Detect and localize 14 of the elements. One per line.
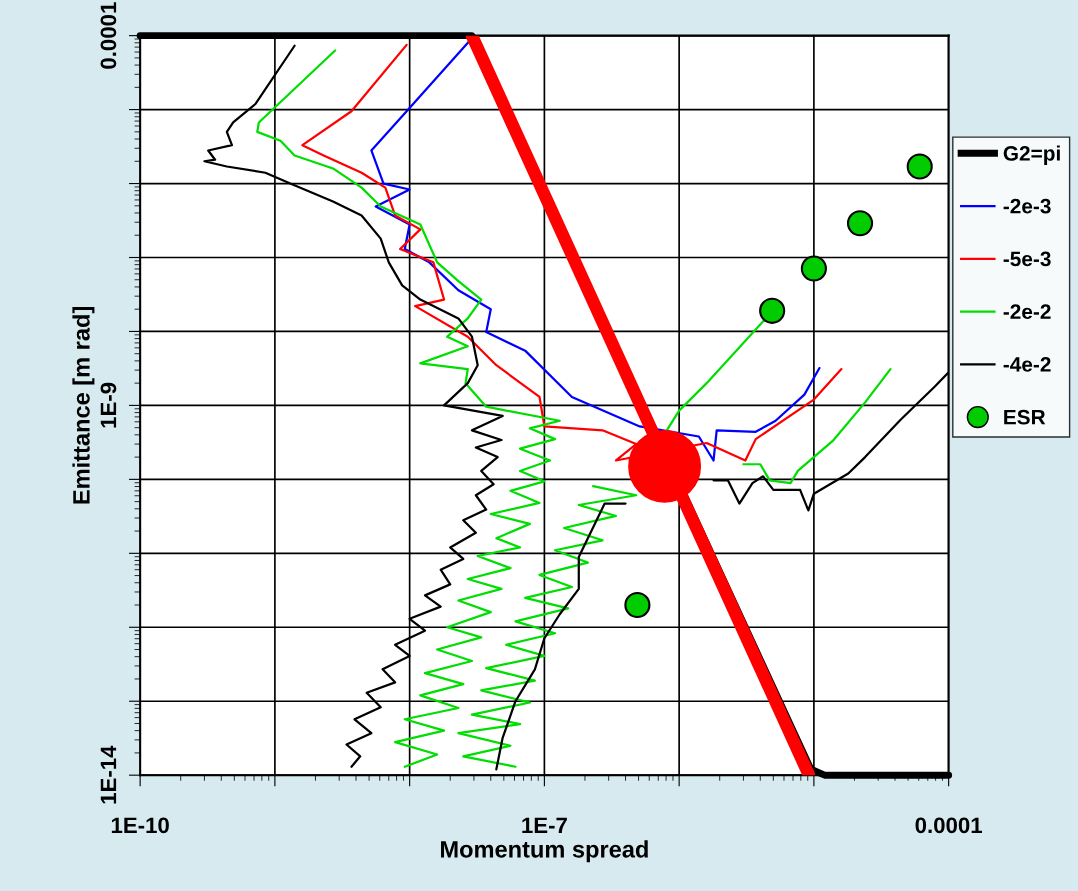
- legend-label: -2e-2: [1003, 304, 1051, 320]
- legend-label: G2=pi: [1003, 145, 1060, 165]
- legend-label: ESR: [1004, 409, 1046, 425]
- y-tick-label: 1E-9: [100, 382, 117, 428]
- y-tick-label: 1E-14: [100, 745, 117, 804]
- x-tick-label: 0.0001: [915, 817, 983, 834]
- legend-label: -5e-3: [1003, 251, 1051, 267]
- x-tick-label: 1E-7: [522, 817, 567, 833]
- legend-label: -2e-3: [1003, 198, 1051, 214]
- y-tick-label: 0.0001: [100, 2, 117, 69]
- legend-label: -4e-2: [1003, 357, 1051, 372]
- x-tick-label: 1E-10: [111, 817, 169, 834]
- y-axis-title: Emittance [m rad]: [72, 307, 95, 504]
- x-axis-title: Momentum spread: [441, 840, 648, 863]
